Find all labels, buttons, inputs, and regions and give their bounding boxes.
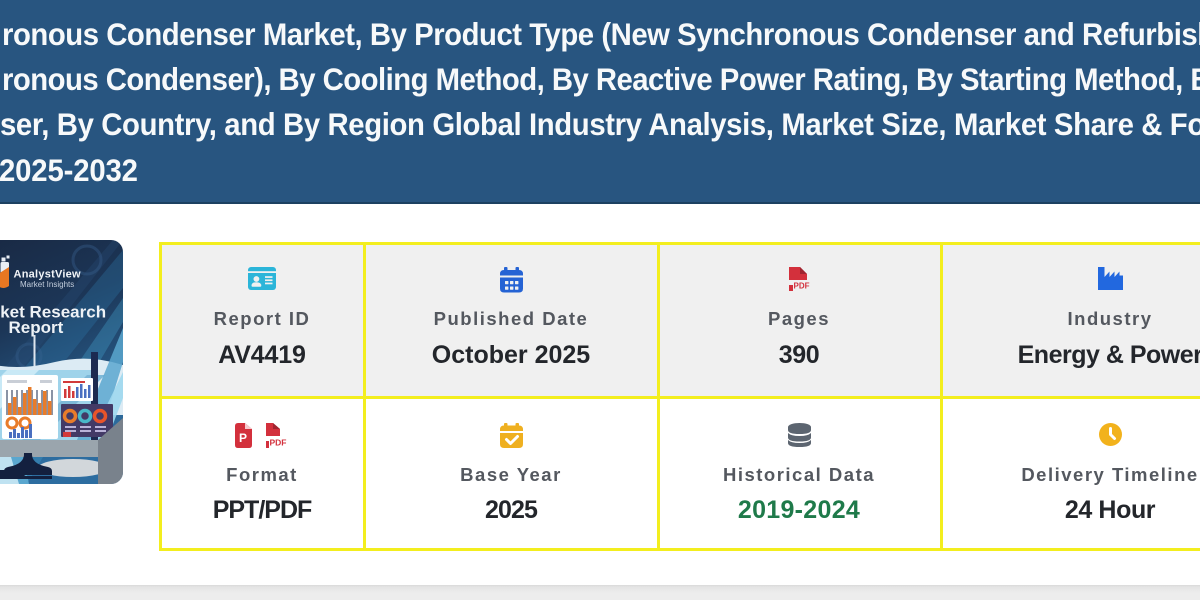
svg-text:PDF: PDF — [270, 438, 287, 448]
svg-text:PDF: PDF — [793, 282, 809, 291]
svg-text:AnalystView: AnalystView — [14, 269, 82, 281]
svg-text:Market Research: Market Research — [0, 302, 106, 321]
svg-text:Market Insights: Market Insights — [20, 280, 74, 289]
svg-text:P: P — [239, 431, 247, 445]
svg-text:Report: Report — [9, 318, 64, 337]
